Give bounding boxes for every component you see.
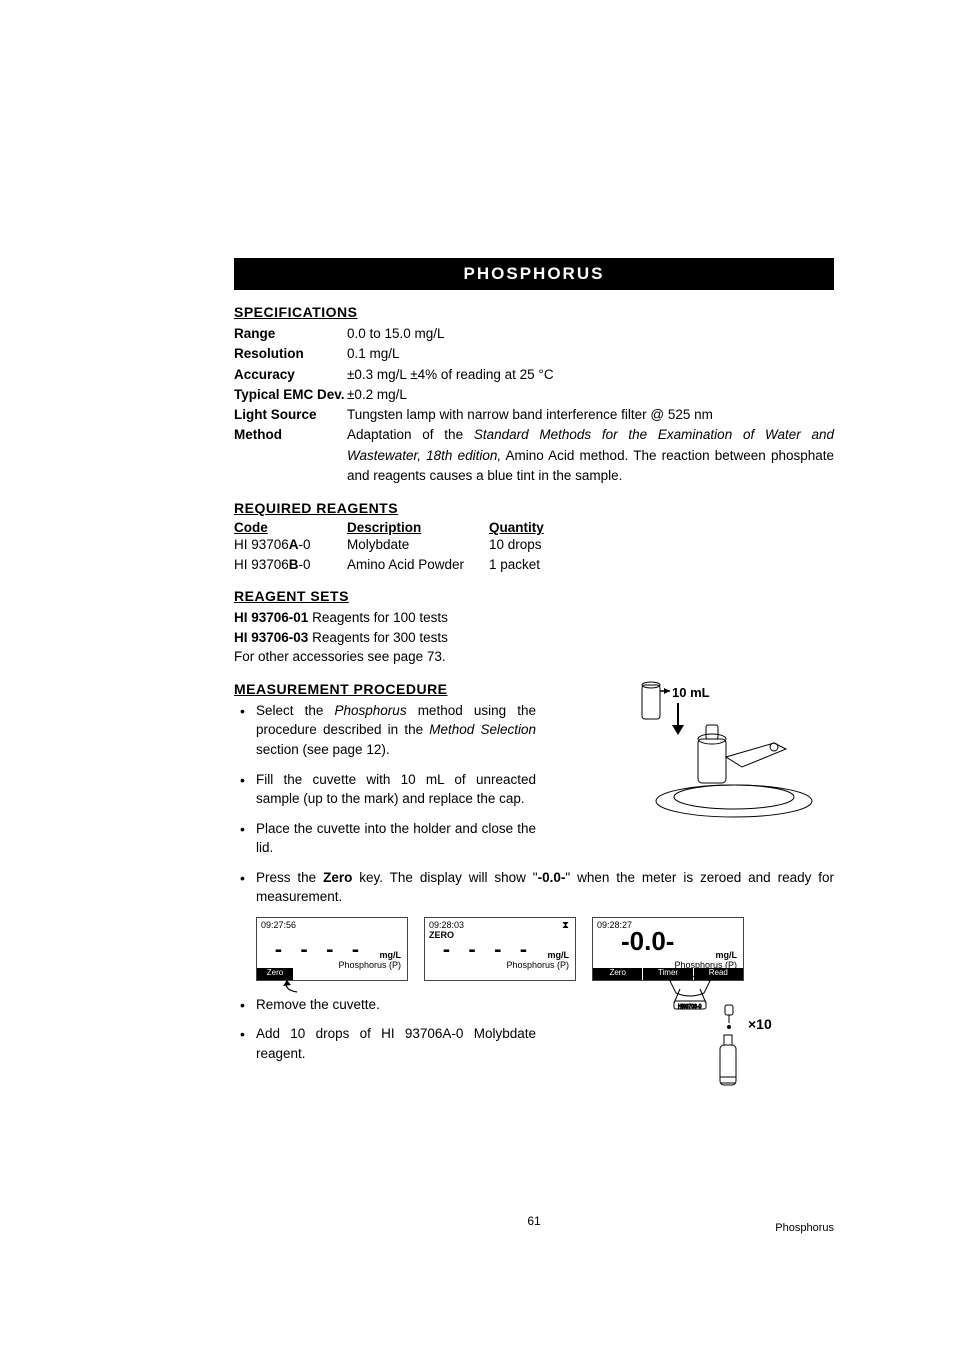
lcd-unit: mg/L: [716, 950, 738, 960]
step-text: Press the: [256, 870, 323, 885]
spec-label: Light Source: [234, 405, 347, 425]
code-pre: HI 93706: [234, 537, 289, 552]
lcd-dashes: - - - -: [273, 940, 363, 961]
col-code: Code: [234, 520, 347, 535]
code-pre: HI 93706: [234, 557, 289, 572]
set-code: HI 93706-03: [234, 630, 308, 645]
lcd-zero-button: Zero: [257, 968, 293, 980]
hourglass-icon: ⧗: [562, 920, 569, 931]
lcd-btn-zero: Zero: [593, 968, 643, 980]
procedure-step: Remove the cuvette.: [234, 995, 536, 1015]
col-desc: Description: [347, 520, 489, 535]
code-suf: -0: [299, 557, 311, 572]
spec-value-method: Adaptation of the Standard Methods for t…: [347, 425, 834, 486]
spec-row-method: Method Adaptation of the Standard Method…: [234, 425, 834, 486]
pointer-icon: [283, 980, 307, 994]
lcd-time: 09:27:56: [261, 920, 296, 930]
spec-label: Range: [234, 324, 347, 344]
spec-label: Accuracy: [234, 365, 347, 385]
spec-value: 0.1 mg/L: [347, 344, 834, 364]
lcd-time: 09:28:03: [429, 920, 464, 930]
dropper-illustration: HI93703-0 ×10: [650, 975, 800, 1105]
reagent-desc: Amino Acid Powder: [347, 555, 489, 575]
reagent-qty: 10 drops: [489, 535, 569, 555]
procedure-step: Place the cuvette into the holder and cl…: [234, 819, 536, 858]
display-value: -0.0-: [538, 870, 566, 885]
reagent-row: HI 93706B-0 Amino Acid Powder 1 packet: [234, 555, 834, 575]
lcd-screen-3: 09:28:27 -0.0- mg/L Phosphorus (P) Zero …: [592, 917, 744, 981]
lcd-unit: mg/L: [380, 950, 402, 960]
set-code: HI 93706-01: [234, 610, 308, 625]
reagent-qty: 1 packet: [489, 555, 569, 575]
sets-note: For other accessories see page 73.: [234, 647, 834, 667]
procedure-step: Fill the cuvette with 10 mL of unreacted…: [234, 770, 536, 809]
reagent-code: HI 93706A-0: [234, 535, 347, 555]
page-number: 61: [234, 1214, 834, 1228]
x10-label: ×10: [748, 1016, 772, 1032]
col-qty: Quantity: [489, 520, 569, 535]
spec-row-accuracy: Accuracy ±0.3 mg/L ±4% of reading at 25 …: [234, 365, 834, 385]
footer-label: Phosphorus: [775, 1222, 834, 1234]
lcd-screen-2: 09:28:03 ZERO ⧗ - - - - mg/L Phosphorus …: [424, 917, 576, 981]
lcd-screen-1: 09:27:56 - - - - mg/L Phosphorus (P) Zer…: [256, 917, 408, 981]
set-text: Reagents for 300 tests: [308, 630, 448, 645]
spec-value: ±0.2 mg/L: [347, 385, 834, 405]
specifications-heading: SPECIFICATIONS: [234, 304, 834, 320]
ten-ml-label: 10 mL: [672, 685, 710, 700]
lcd-display-row: 09:27:56 - - - - mg/L Phosphorus (P) Zer…: [256, 917, 834, 981]
lcd-unit: mg/L: [548, 950, 570, 960]
procedure-step: Press the Zero key. The display will sho…: [234, 868, 834, 907]
step-text: Select the: [256, 703, 335, 718]
lcd-param: Phosphorus (P): [338, 960, 401, 970]
procedure-step: Add 10 drops of HI 93706A-0 Molybdate re…: [234, 1024, 536, 1063]
reagent-code: HI 93706B-0: [234, 555, 347, 575]
spec-value: ±0.3 mg/L ±4% of reading at 25 °C: [347, 365, 834, 385]
set-line: HI 93706-01 Reagents for 100 tests: [234, 608, 834, 628]
step-text: section (see page 12).: [256, 742, 390, 757]
lcd-zero-label: ZERO: [429, 930, 454, 940]
set-text: Reagents for 100 tests: [308, 610, 448, 625]
code-suf: -0: [299, 537, 311, 552]
reagent-row: HI 93706A-0 Molybdate 10 drops: [234, 535, 834, 555]
spec-label: Resolution: [234, 344, 347, 364]
svg-text:HI93703-0: HI93703-0: [678, 1004, 702, 1010]
spec-label: Method: [234, 425, 347, 486]
set-line: HI 93706-03 Reagents for 300 tests: [234, 628, 834, 648]
method-prefix: Adaptation of the: [347, 427, 474, 442]
reagent-desc: Molybdate: [347, 535, 489, 555]
code-bold: B: [289, 557, 299, 572]
spec-label: Typical EMC Dev.: [234, 385, 347, 405]
code-bold: A: [289, 537, 299, 552]
step-italic: Phosphorus: [335, 703, 407, 718]
page-title-bar: PHOSPHORUS: [234, 258, 834, 290]
cuvette-instrument-illustration: 10 mL: [614, 681, 834, 821]
step-italic: Method Selection: [429, 722, 536, 737]
spec-row-light: Light Source Tungsten lamp with narrow b…: [234, 405, 834, 425]
sets-heading: REAGENT SETS: [234, 588, 834, 604]
procedure-step: Select the Phosphorus method using the p…: [234, 701, 536, 760]
reagent-header-row: Code Description Quantity: [234, 520, 834, 535]
step-text: key. The display will show ": [352, 870, 537, 885]
lcd-reading: -0.0-: [621, 926, 674, 957]
spec-row-range: Range 0.0 to 15.0 mg/L: [234, 324, 834, 344]
reagents-heading: REQUIRED REAGENTS: [234, 500, 834, 516]
spec-value: 0.0 to 15.0 mg/L: [347, 324, 834, 344]
spec-value: Tungsten lamp with narrow band interfere…: [347, 405, 834, 425]
zero-key: Zero: [323, 870, 352, 885]
spec-row-resolution: Resolution 0.1 mg/L: [234, 344, 834, 364]
spec-row-emc: Typical EMC Dev. ±0.2 mg/L: [234, 385, 834, 405]
lcd-param: Phosphorus (P): [506, 960, 569, 970]
lcd-dashes: - - - -: [441, 940, 531, 961]
